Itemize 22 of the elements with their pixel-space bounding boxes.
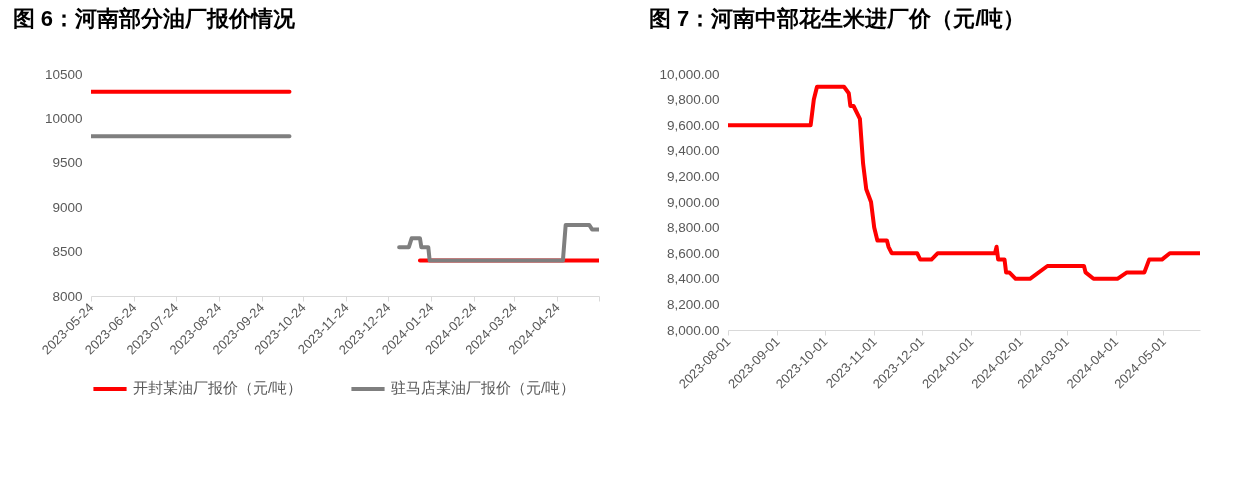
y-tick-label: 8,400.00 [666, 271, 720, 287]
y-tick-label: 8000 [52, 288, 83, 304]
y-tick-label: 10,000.00 [659, 66, 720, 82]
y-tick-label: 8,800.00 [666, 220, 720, 236]
y-tick-label: 8,600.00 [666, 245, 720, 261]
y-tick-label: 9,200.00 [666, 168, 720, 184]
line-series [728, 84, 1200, 281]
legend-label: 开封某油厂报价（元/吨） [133, 380, 303, 396]
legend-label: 驻马店某油厂报价（元/吨） [391, 380, 576, 396]
y-tick-label: 9,400.00 [666, 143, 720, 159]
chart-title: 图 7：河南中部花生米进厂价（元/吨） [648, 6, 1026, 31]
y-tick-label: 9000 [52, 199, 83, 215]
y-tick-label: 9,800.00 [666, 92, 720, 108]
y-tick-label: 10000 [44, 110, 83, 126]
chart-title: 图 6：河南部分油厂报价情况 [12, 6, 297, 31]
y-tick-label: 9,000.00 [666, 194, 720, 210]
y-tick-label: 9,600.00 [666, 117, 720, 133]
y-tick-label: 8500 [52, 244, 83, 260]
y-tick-label: 8,000.00 [666, 322, 720, 338]
y-tick-label: 9500 [52, 155, 83, 171]
y-tick-label: 8,200.00 [666, 296, 720, 312]
y-tick-label: 10500 [44, 66, 83, 82]
